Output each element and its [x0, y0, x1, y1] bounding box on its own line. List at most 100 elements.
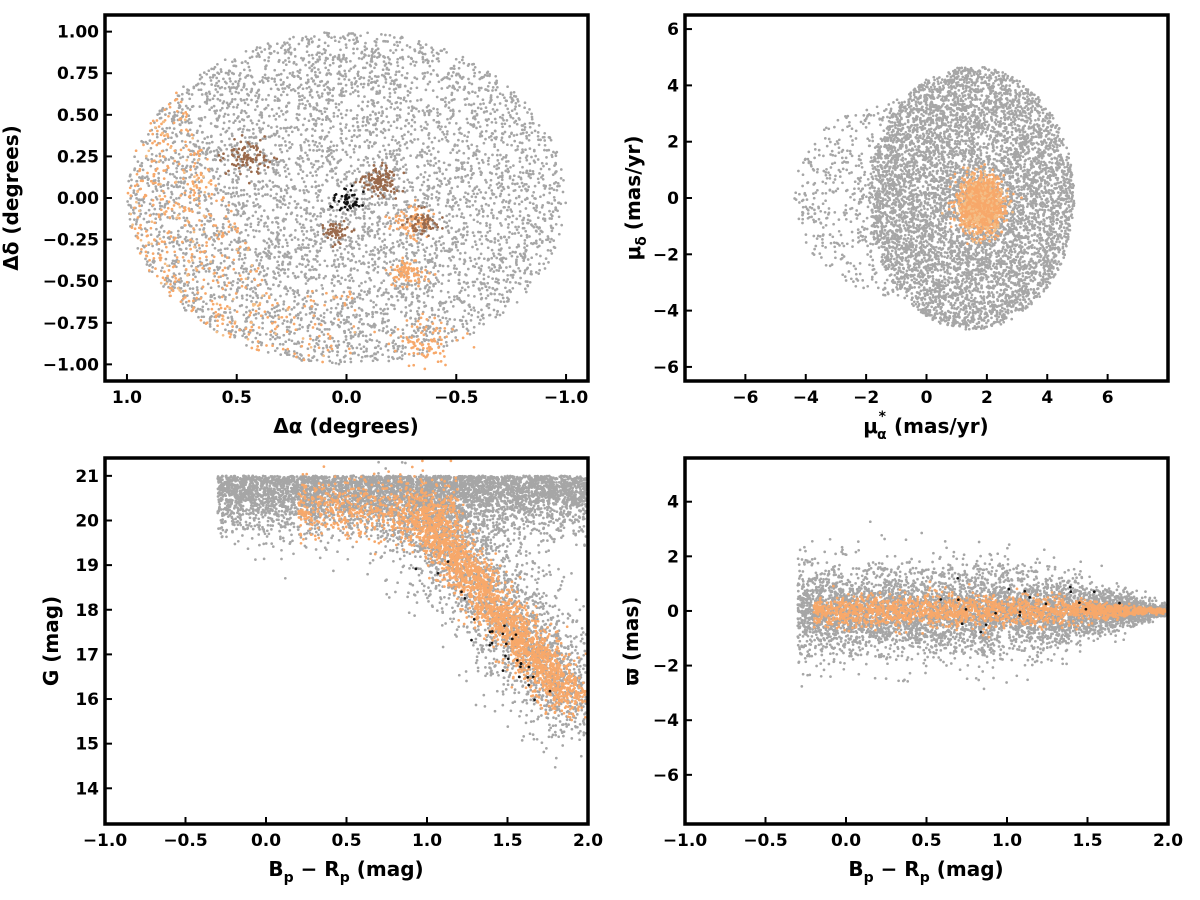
field-star [234, 331, 237, 334]
field-star [510, 144, 513, 147]
field-star [542, 262, 545, 265]
field-star [420, 51, 423, 54]
field-star [275, 161, 278, 164]
field-star [548, 168, 551, 171]
field-star [283, 227, 286, 230]
field-star [369, 253, 372, 256]
field-star [255, 101, 258, 104]
field-star [224, 289, 227, 292]
field-star [382, 222, 385, 225]
field-star [265, 255, 268, 258]
field-star [257, 221, 260, 224]
field-star [426, 123, 429, 126]
field-star [514, 183, 517, 186]
field-star [368, 288, 371, 291]
field-star [305, 218, 308, 221]
field-star [373, 161, 376, 164]
field-star [167, 236, 170, 239]
field-star [261, 322, 264, 325]
field-star [254, 184, 257, 187]
field-star [472, 69, 475, 72]
field-star [296, 113, 299, 116]
field-star [210, 197, 213, 200]
field-star [337, 83, 340, 86]
field-star [535, 242, 538, 245]
field-star [151, 270, 154, 273]
field-star [224, 87, 227, 90]
field-star [339, 137, 342, 140]
field-star [138, 176, 141, 179]
field-star [400, 158, 403, 161]
field-star [243, 110, 246, 113]
field-star [534, 161, 537, 164]
field-star [339, 361, 342, 364]
field-star [286, 241, 289, 244]
field-star [319, 215, 322, 218]
field-star [524, 230, 527, 233]
field-star [554, 162, 557, 165]
field-star [522, 171, 525, 174]
field-star [431, 296, 434, 299]
field-star [426, 198, 429, 201]
field-star [193, 293, 196, 296]
field-star [205, 92, 208, 95]
field-star [305, 129, 308, 132]
field-star [429, 164, 432, 167]
field-star [505, 200, 508, 203]
field-star [511, 109, 514, 112]
field-star [336, 162, 339, 165]
field-star [442, 307, 445, 310]
field-star [511, 276, 514, 279]
field-star [444, 105, 447, 108]
field-star [515, 218, 518, 221]
field-star [305, 237, 308, 240]
field-star [465, 198, 468, 201]
field-star [487, 118, 490, 121]
field-star [263, 59, 266, 62]
field-star [482, 313, 485, 316]
field-star [443, 133, 446, 136]
field-star [516, 301, 519, 304]
field-star [259, 46, 262, 49]
field-star [496, 217, 499, 220]
field-star [390, 102, 393, 105]
field-star [496, 288, 499, 291]
field-star [271, 315, 274, 318]
field-star [307, 325, 310, 328]
field-star [306, 207, 309, 210]
field-star [348, 239, 351, 242]
field-star [490, 172, 493, 175]
field-star [248, 217, 251, 220]
field-star [168, 242, 171, 245]
field-star [530, 156, 533, 159]
field-star [273, 171, 276, 174]
field-star [182, 156, 185, 159]
field-star [488, 286, 491, 289]
field-star [181, 165, 184, 168]
field-star [368, 202, 371, 205]
field-star [399, 285, 402, 288]
field-star [508, 125, 511, 128]
field-star [535, 271, 538, 274]
field-star [159, 205, 162, 208]
field-star [235, 174, 238, 177]
field-star [497, 233, 500, 236]
field-star [451, 149, 454, 152]
field-star [306, 279, 309, 282]
field-star [416, 165, 419, 168]
field-star [352, 52, 355, 55]
field-star [371, 145, 374, 148]
field-star [301, 37, 304, 40]
field-star [495, 89, 498, 92]
field-star [452, 71, 455, 74]
field-star [445, 51, 448, 54]
field-star [413, 138, 416, 141]
field-star [363, 45, 366, 48]
field-star [538, 262, 541, 265]
field-star [305, 138, 308, 141]
field-star [478, 71, 481, 74]
field-star [142, 169, 145, 172]
field-star [213, 275, 216, 278]
field-star [224, 113, 227, 116]
field-star [292, 187, 295, 190]
